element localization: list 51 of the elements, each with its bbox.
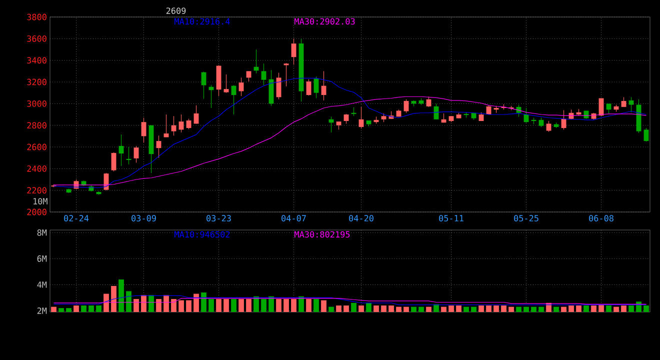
x-tick-label: 06-08 bbox=[589, 215, 614, 222]
candlestick bbox=[261, 63, 266, 86]
candlestick bbox=[606, 103, 612, 114]
candlestick bbox=[546, 120, 552, 132]
y-tick-label: 3600 bbox=[27, 35, 46, 42]
candlestick bbox=[216, 64, 222, 96]
candlestick bbox=[141, 117, 146, 143]
candlestick bbox=[538, 117, 544, 128]
candlestick bbox=[246, 70, 252, 82]
y-tick-label: 2800 bbox=[27, 122, 46, 129]
candlestick bbox=[358, 106, 364, 129]
y-tick-label: 3200 bbox=[27, 78, 46, 86]
y-tick-label: 4M bbox=[37, 282, 47, 288]
y-tick-label: 2000 bbox=[27, 208, 46, 216]
candlestick bbox=[118, 134, 124, 166]
candlestick bbox=[426, 96, 432, 108]
text: MA10:946502 bbox=[174, 231, 230, 238]
candlestick bbox=[291, 38, 296, 65]
candlestick bbox=[171, 116, 176, 136]
candlestick bbox=[134, 146, 139, 164]
y-tick-label: 2600 bbox=[27, 144, 46, 150]
candlestick bbox=[111, 152, 116, 172]
y-tick-label: 2M bbox=[37, 308, 47, 314]
x-tick-label: 04-20 bbox=[349, 215, 374, 222]
candlestick bbox=[314, 76, 319, 99]
candlestick bbox=[201, 71, 206, 100]
candlestick bbox=[186, 118, 192, 130]
y-tick-label: 2200 bbox=[27, 187, 46, 194]
candlestick bbox=[621, 96, 626, 108]
y-tick-label: 3400 bbox=[27, 57, 46, 64]
y-tick-label: 2400 bbox=[27, 165, 46, 172]
x-tick-label: 04-07 bbox=[282, 215, 306, 222]
text: MA30:2902.03 bbox=[294, 18, 355, 25]
x-tick-label: 03-23 bbox=[206, 215, 231, 222]
x-tick-label: 05-11 bbox=[439, 215, 464, 222]
x-tick-label: 03-09 bbox=[132, 215, 156, 222]
text: MA10:2916.4 bbox=[174, 18, 230, 25]
y-tick-label: 3000 bbox=[27, 100, 46, 107]
candlestick bbox=[644, 128, 649, 142]
candlestick bbox=[306, 78, 312, 96]
y-tick-label: 8M bbox=[37, 229, 47, 236]
y-tick-label: 3800 bbox=[27, 14, 46, 20]
chart-title: 2609 bbox=[166, 8, 186, 14]
text: 10M bbox=[34, 198, 48, 204]
candlestick bbox=[156, 135, 162, 158]
text: MA30:802195 bbox=[294, 231, 350, 238]
x-tick-label: 02-24 bbox=[64, 215, 89, 222]
candlestick bbox=[344, 114, 349, 124]
x-tick-label: 05-25 bbox=[514, 215, 538, 222]
candlestick bbox=[224, 74, 229, 94]
y-tick-label: 6M bbox=[37, 255, 47, 262]
